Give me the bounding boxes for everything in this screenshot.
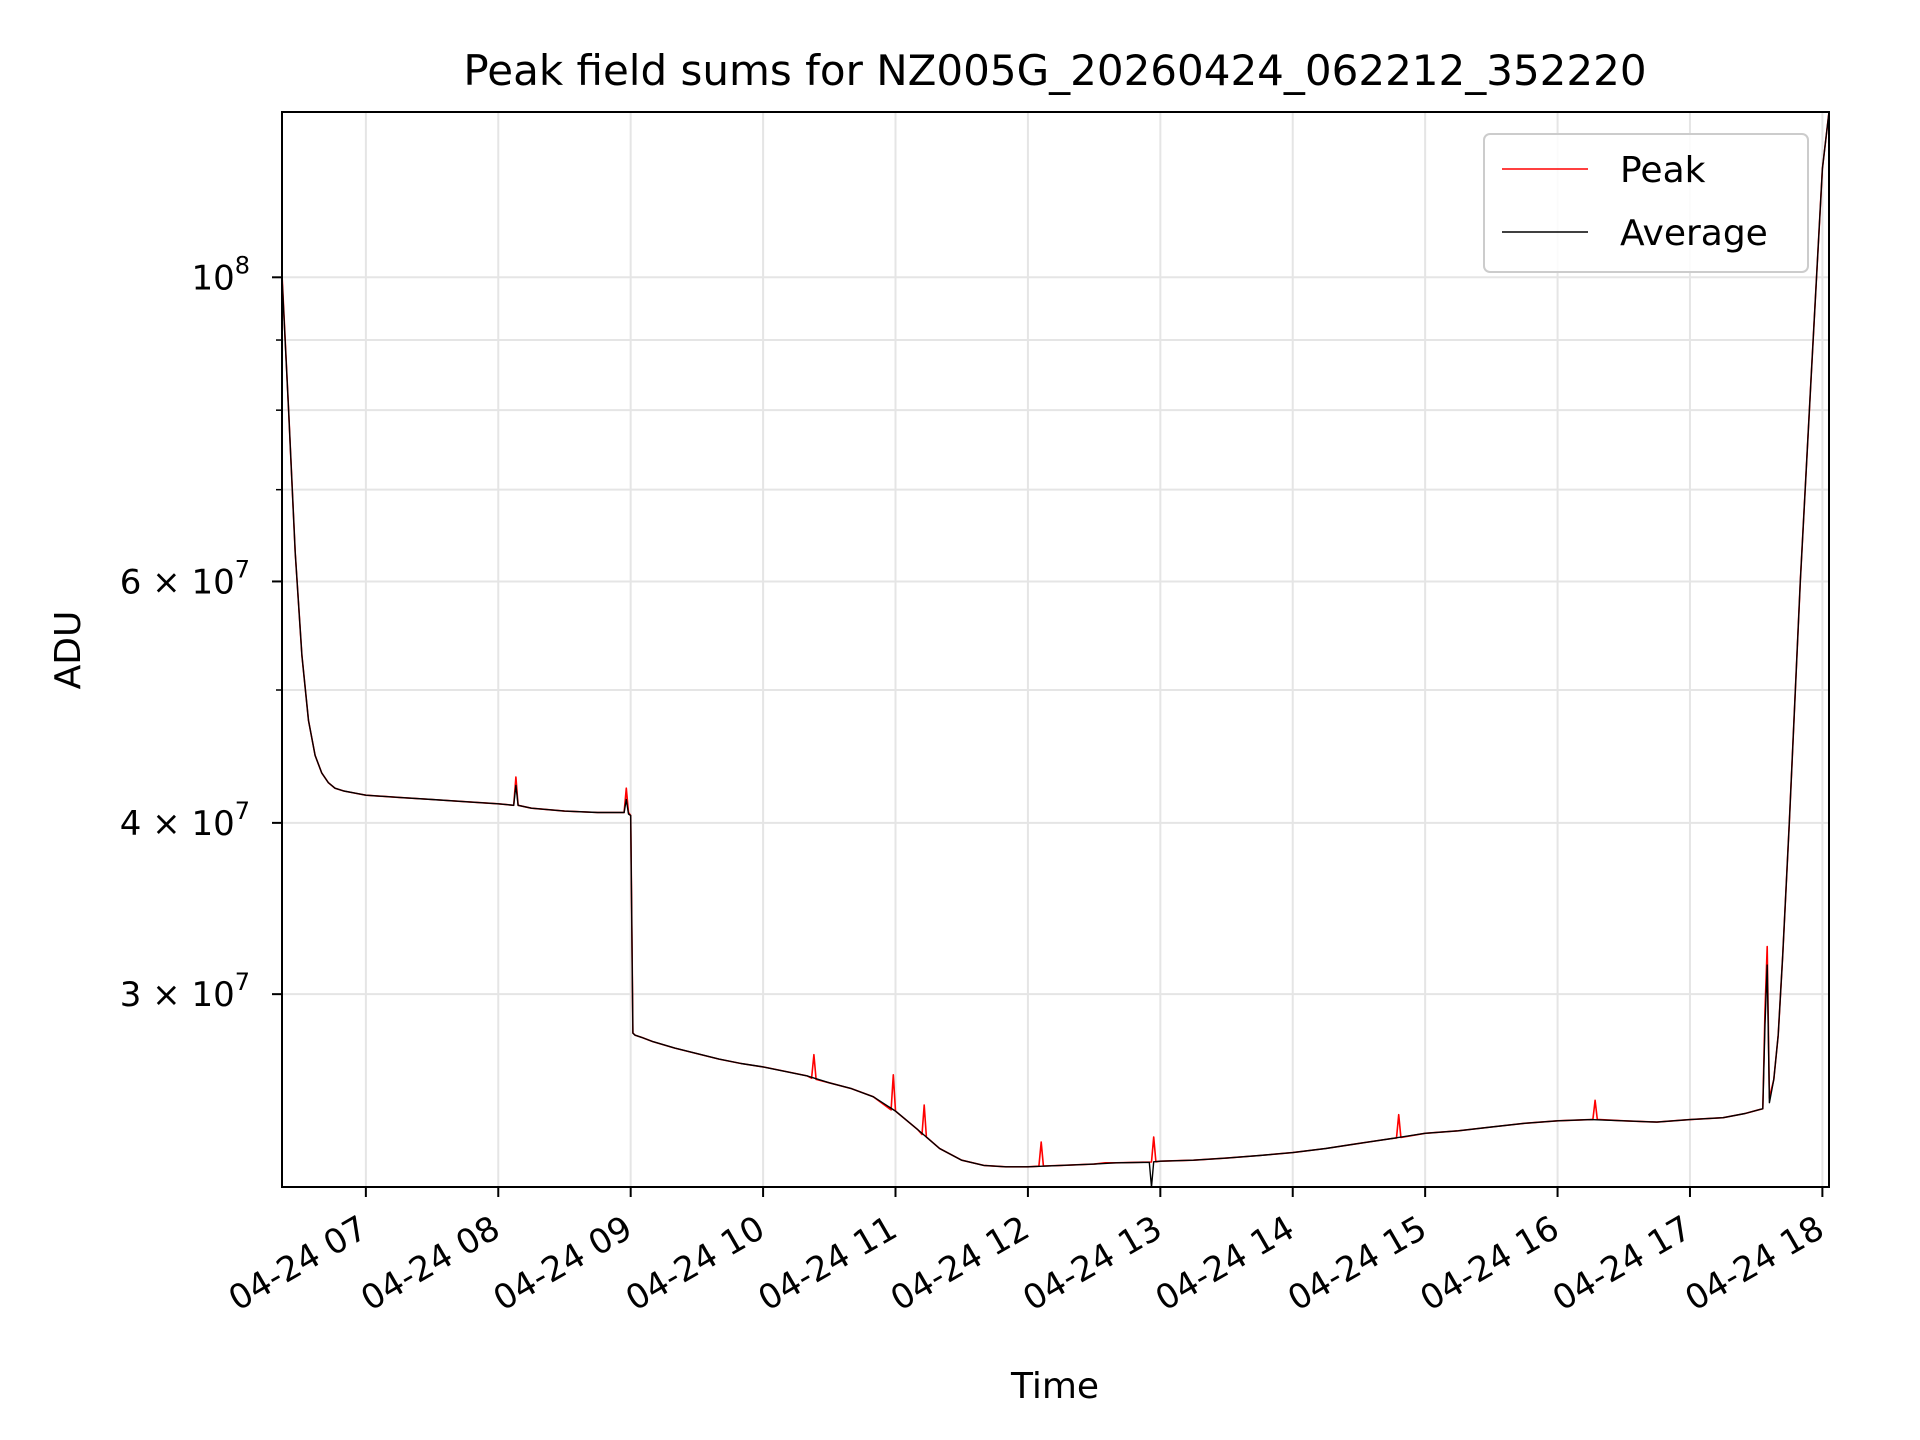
chart-title: Peak field sums for NZ005G_20260424_0622…	[463, 46, 1646, 95]
plot-series	[281, 111, 1830, 1188]
x-axis-label: Time	[1010, 1366, 1099, 1407]
series-line-average	[281, 111, 1830, 1188]
y-axis: 108 6 × 107 4 × 107 3 × 107	[120, 251, 282, 1015]
legend-label-average: Average	[1620, 213, 1768, 254]
y-tick-label: 3 × 107	[120, 968, 250, 1015]
grid-lines	[282, 112, 1829, 1187]
plot-area-frame	[281, 111, 1830, 1188]
y-tick-label: 108	[191, 251, 250, 298]
y-tick-label: 4 × 107	[120, 797, 250, 844]
legend-label-peak: Peak	[1620, 150, 1706, 191]
y-axis-label: ADU	[48, 611, 89, 690]
legend: Peak Average	[1483, 133, 1809, 273]
y-tick-label: 6 × 107	[120, 555, 250, 602]
